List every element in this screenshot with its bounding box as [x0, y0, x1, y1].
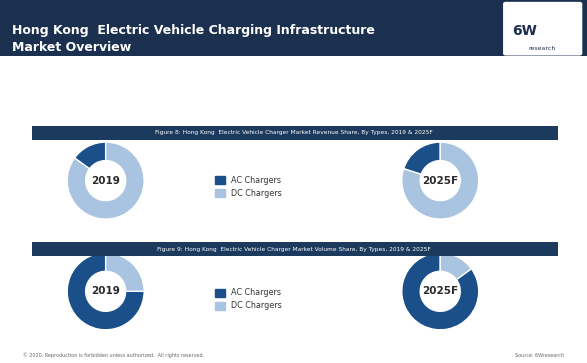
- Wedge shape: [67, 253, 144, 330]
- Wedge shape: [106, 253, 144, 291]
- Wedge shape: [402, 142, 479, 219]
- Text: 2025F: 2025F: [422, 176, 458, 185]
- Wedge shape: [440, 253, 471, 280]
- Text: 6W: 6W: [512, 24, 537, 38]
- Wedge shape: [67, 142, 144, 219]
- Text: © 2020. Reproduction is forbidden unless authorized.  All rights reserved.: © 2020. Reproduction is forbidden unless…: [23, 352, 205, 358]
- Text: Market Overview: Market Overview: [12, 41, 131, 54]
- Wedge shape: [75, 142, 106, 169]
- Wedge shape: [402, 253, 479, 330]
- Text: research: research: [528, 46, 556, 51]
- Text: 2019: 2019: [91, 176, 120, 185]
- Legend: AC Chargers, DC Chargers: AC Chargers, DC Chargers: [215, 289, 282, 310]
- Text: Figure 9: Hong Kong  Electric Vehicle Charger Market Volume Share, By Types, 201: Figure 9: Hong Kong Electric Vehicle Cha…: [157, 246, 430, 252]
- Wedge shape: [404, 142, 440, 174]
- Text: 2019: 2019: [91, 286, 120, 296]
- Legend: AC Chargers, DC Chargers: AC Chargers, DC Chargers: [215, 176, 282, 198]
- Text: Hong Kong  Electric Vehicle Charging Infrastructure: Hong Kong Electric Vehicle Charging Infr…: [12, 24, 375, 37]
- Text: 2025F: 2025F: [422, 286, 458, 296]
- Text: Source: 6Wresearch: Source: 6Wresearch: [515, 352, 564, 358]
- Text: Figure 8: Hong Kong  Electric Vehicle Charger Market Revenue Share, By Types, 20: Figure 8: Hong Kong Electric Vehicle Cha…: [154, 130, 433, 135]
